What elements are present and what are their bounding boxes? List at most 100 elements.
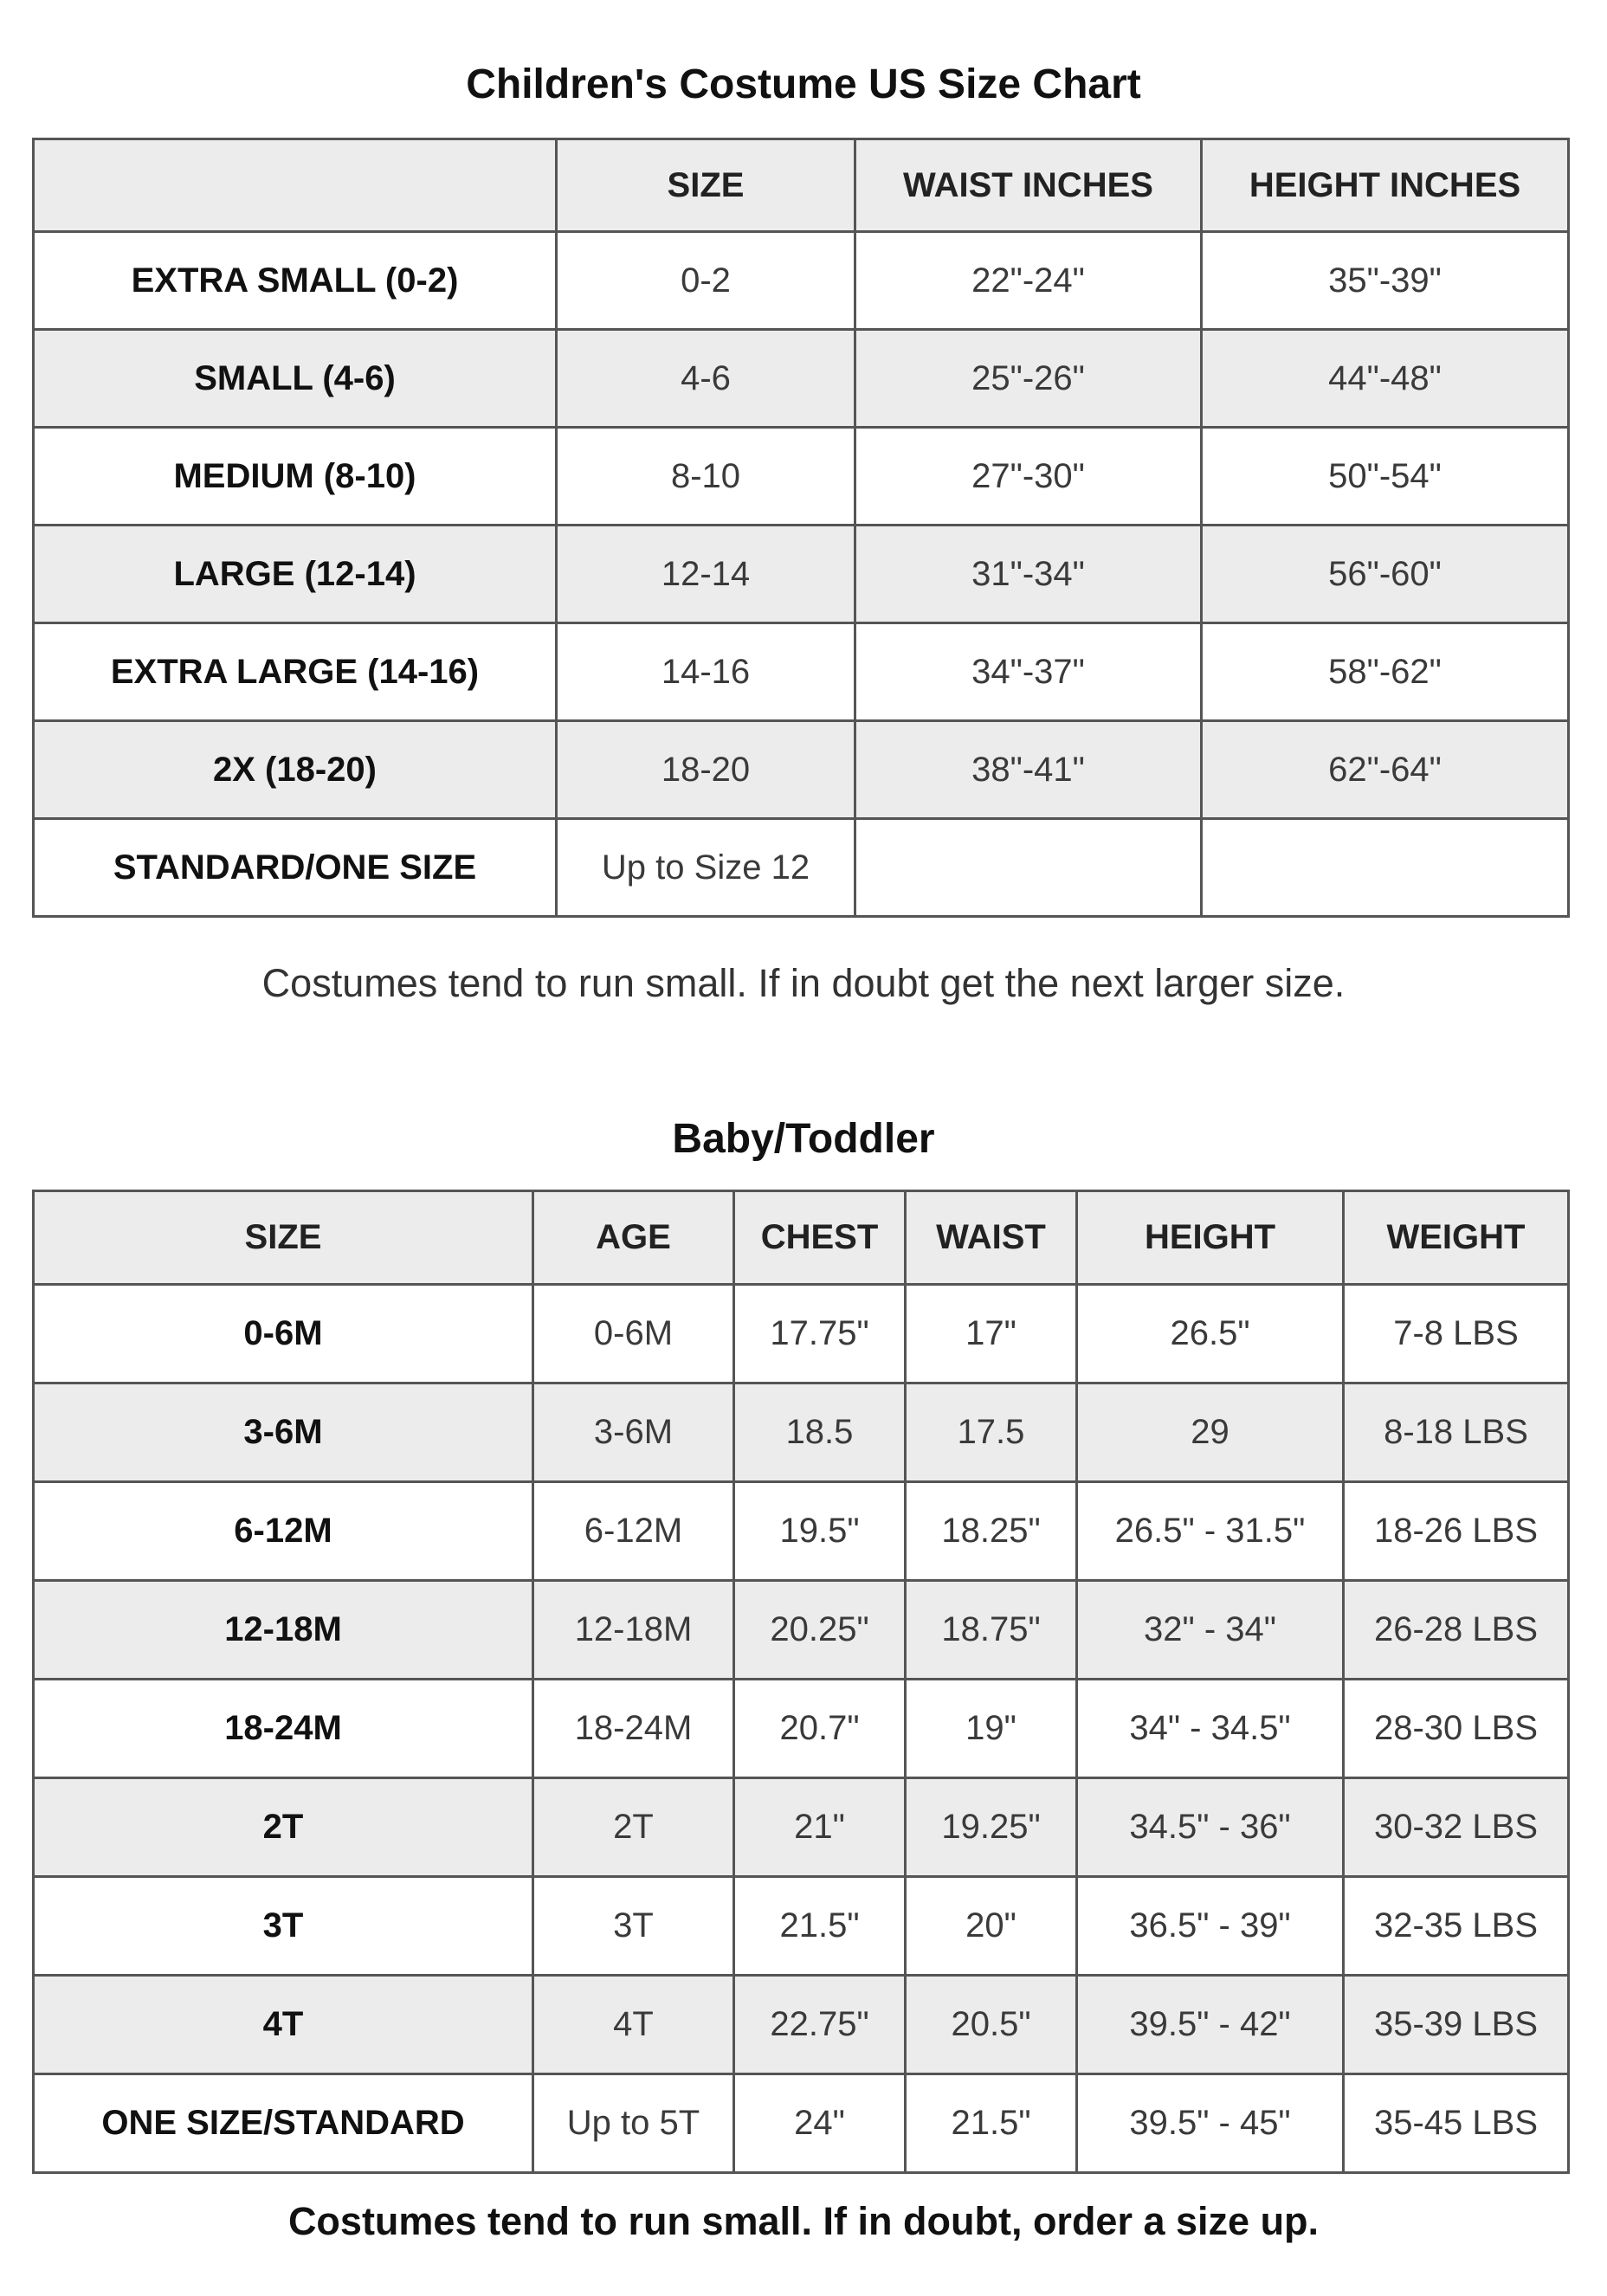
row-label: STANDARD/ONE SIZE <box>32 817 558 918</box>
row-label: ONE SIZE/STANDARD <box>32 2073 534 2174</box>
table-cell: 39.5" - 45" <box>1075 2073 1345 2174</box>
table-cell: 36.5" - 39" <box>1075 1875 1345 1977</box>
header-row: SIZE WAIST INCHES HEIGHT INCHES <box>32 138 1570 233</box>
table-cell: 19.25" <box>904 1777 1078 1878</box>
table-cell: 38"-41" <box>854 719 1203 820</box>
table-row: EXTRA LARGE (14-16) 14-16 34"-37" 58"-62" <box>32 622 1570 722</box>
table-cell: 0-6M <box>532 1283 735 1384</box>
table-cell: 4T <box>532 1974 735 2075</box>
table-cell: 31"-34" <box>854 524 1203 624</box>
row-label: MEDIUM (8-10) <box>32 426 558 526</box>
table-cell: 18-26 LBS <box>1342 1480 1570 1582</box>
table-row: MEDIUM (8-10) 8-10 27"-30" 50"-54" <box>32 426 1570 526</box>
table-cell: 50"-54" <box>1200 426 1570 526</box>
column-header: CHEST <box>733 1190 907 1286</box>
table-cell: 34"-37" <box>854 622 1203 722</box>
column-header: HEIGHT <box>1075 1190 1345 1286</box>
row-label: 3-6M <box>32 1382 534 1483</box>
table-cell: 30-32 LBS <box>1342 1777 1570 1878</box>
table-cell: Up to 5T <box>532 2073 735 2174</box>
row-label: 0-6M <box>32 1283 534 1384</box>
column-header: AGE <box>532 1190 735 1286</box>
table-cell: 18.75" <box>904 1579 1078 1680</box>
table-row: 18-24M 18-24M 20.7" 19" 34" - 34.5" 28-30 LBS <box>32 1678 1570 1779</box>
table-cell: 12-14 <box>555 524 856 624</box>
table-row: 3T 3T 21.5" 20" 36.5" - 39" 32-35 LBS <box>32 1875 1570 1977</box>
table-cell: 21" <box>733 1777 907 1878</box>
table-cell: 39.5" - 42" <box>1075 1974 1345 2075</box>
table-cell: 22.75" <box>733 1974 907 2075</box>
table-row: 6-12M 6-12M 19.5" 18.25" 26.5" - 31.5" 18-26 … <box>32 1480 1570 1582</box>
table-cell: 35-45 LBS <box>1342 2073 1570 2174</box>
table-cell: 32" - 34" <box>1075 1579 1345 1680</box>
table-cell: 8-18 LBS <box>1342 1382 1570 1483</box>
children-size-chart-title: Children's Costume US Size Chart <box>466 61 1141 107</box>
table-cell: 18.5 <box>733 1382 907 1483</box>
table-cell: 34.5" - 36" <box>1075 1777 1345 1878</box>
row-label: EXTRA LARGE (14-16) <box>32 622 558 722</box>
table-cell: Up to Size 12 <box>555 817 856 918</box>
table-cell: 35-39 LBS <box>1342 1974 1570 2075</box>
table-cell: 26.5" <box>1075 1283 1345 1384</box>
table-cell: 56"-60" <box>1200 524 1570 624</box>
column-header: SIZE <box>555 138 856 233</box>
column-header <box>32 138 558 233</box>
table-row: 2T 2T 21" 19.25" 34.5" - 36" 30-32 LBS <box>32 1777 1570 1878</box>
table-row: EXTRA SMALL (0-2) 0-2 22"-24" 35"-39" <box>32 230 1570 331</box>
column-header: WAIST <box>904 1190 1078 1286</box>
table-cell: 17.75" <box>733 1283 907 1384</box>
table-cell: 24" <box>733 2073 907 2174</box>
table-cell: 27"-30" <box>854 426 1203 526</box>
baby-toddler-size-table: SIZE AGE CHEST WAIST HEIGHT WEIGHT 0-6M 0-6M 17.… <box>32 1190 1570 2174</box>
table-cell: 19" <box>904 1678 1078 1779</box>
row-label: 3T <box>32 1875 534 1977</box>
table-cell: 14-16 <box>555 622 856 722</box>
table-cell: 8-10 <box>555 426 856 526</box>
column-header: WEIGHT <box>1342 1190 1570 1286</box>
children-size-table: SIZE WAIST INCHES HEIGHT INCHES EXTRA SMALL… <box>32 138 1570 918</box>
table-cell: 17" <box>904 1283 1078 1384</box>
row-label: 4T <box>32 1974 534 2075</box>
children-size-note: Costumes tend to run small. If in doubt … <box>261 961 1346 1005</box>
table-cell: 18-20 <box>555 719 856 820</box>
table-cell: 18.25" <box>904 1480 1078 1582</box>
column-header: SIZE <box>32 1190 534 1286</box>
table-row: SMALL (4-6) 4-6 25"-26" 44"-48" <box>32 328 1570 429</box>
table-row: ONE SIZE/STANDARD Up to 5T 24" 21.5" 39.5" -… <box>32 2073 1570 2174</box>
row-label: LARGE (12-14) <box>32 524 558 624</box>
table-cell: 20.7" <box>733 1678 907 1779</box>
table-cell <box>854 817 1203 918</box>
table-cell: 44"-48" <box>1200 328 1570 429</box>
table-cell: 19.5" <box>733 1480 907 1582</box>
row-label: 6-12M <box>32 1480 534 1582</box>
table-row: 2X (18-20) 18-20 38"-41" 62"-64" <box>32 719 1570 820</box>
table-row: 0-6M 0-6M 17.75" 17" 26.5" 7-8 LBS <box>32 1283 1570 1384</box>
table-cell: 21.5" <box>904 2073 1078 2174</box>
table-cell: 35"-39" <box>1200 230 1570 331</box>
table-cell: 20" <box>904 1875 1078 1977</box>
table-cell: 17.5 <box>904 1382 1078 1483</box>
row-label: 12-18M <box>32 1579 534 1680</box>
table-cell: 34" - 34.5" <box>1075 1678 1345 1779</box>
table-row: 4T 4T 22.75" 20.5" 39.5" - 42" 35-39 LBS <box>32 1974 1570 2075</box>
table-cell: 4-6 <box>555 328 856 429</box>
table-cell <box>1200 817 1570 918</box>
table-cell: 3-6M <box>532 1382 735 1483</box>
table-row: 3-6M 3-6M 18.5 17.5 29 8-18 LBS <box>32 1382 1570 1483</box>
table-cell: 18-24M <box>532 1678 735 1779</box>
table-cell: 22"-24" <box>854 230 1203 331</box>
table-cell: 7-8 LBS <box>1342 1283 1570 1384</box>
table-cell: 25"-26" <box>854 328 1203 429</box>
column-header: WAIST INCHES <box>854 138 1203 233</box>
table-cell: 29 <box>1075 1382 1345 1483</box>
row-label: 18-24M <box>32 1678 534 1779</box>
header-row: SIZE AGE CHEST WAIST HEIGHT WEIGHT <box>32 1190 1570 1286</box>
column-header: HEIGHT INCHES <box>1200 138 1570 233</box>
table-cell: 28-30 LBS <box>1342 1678 1570 1779</box>
table-row: STANDARD/ONE SIZE Up to Size 12 <box>32 817 1570 918</box>
row-label: 2X (18-20) <box>32 719 558 820</box>
row-label: SMALL (4-6) <box>32 328 558 429</box>
table-cell: 58"-62" <box>1200 622 1570 722</box>
table-cell: 20.5" <box>904 1974 1078 2075</box>
table-cell: 20.25" <box>733 1579 907 1680</box>
